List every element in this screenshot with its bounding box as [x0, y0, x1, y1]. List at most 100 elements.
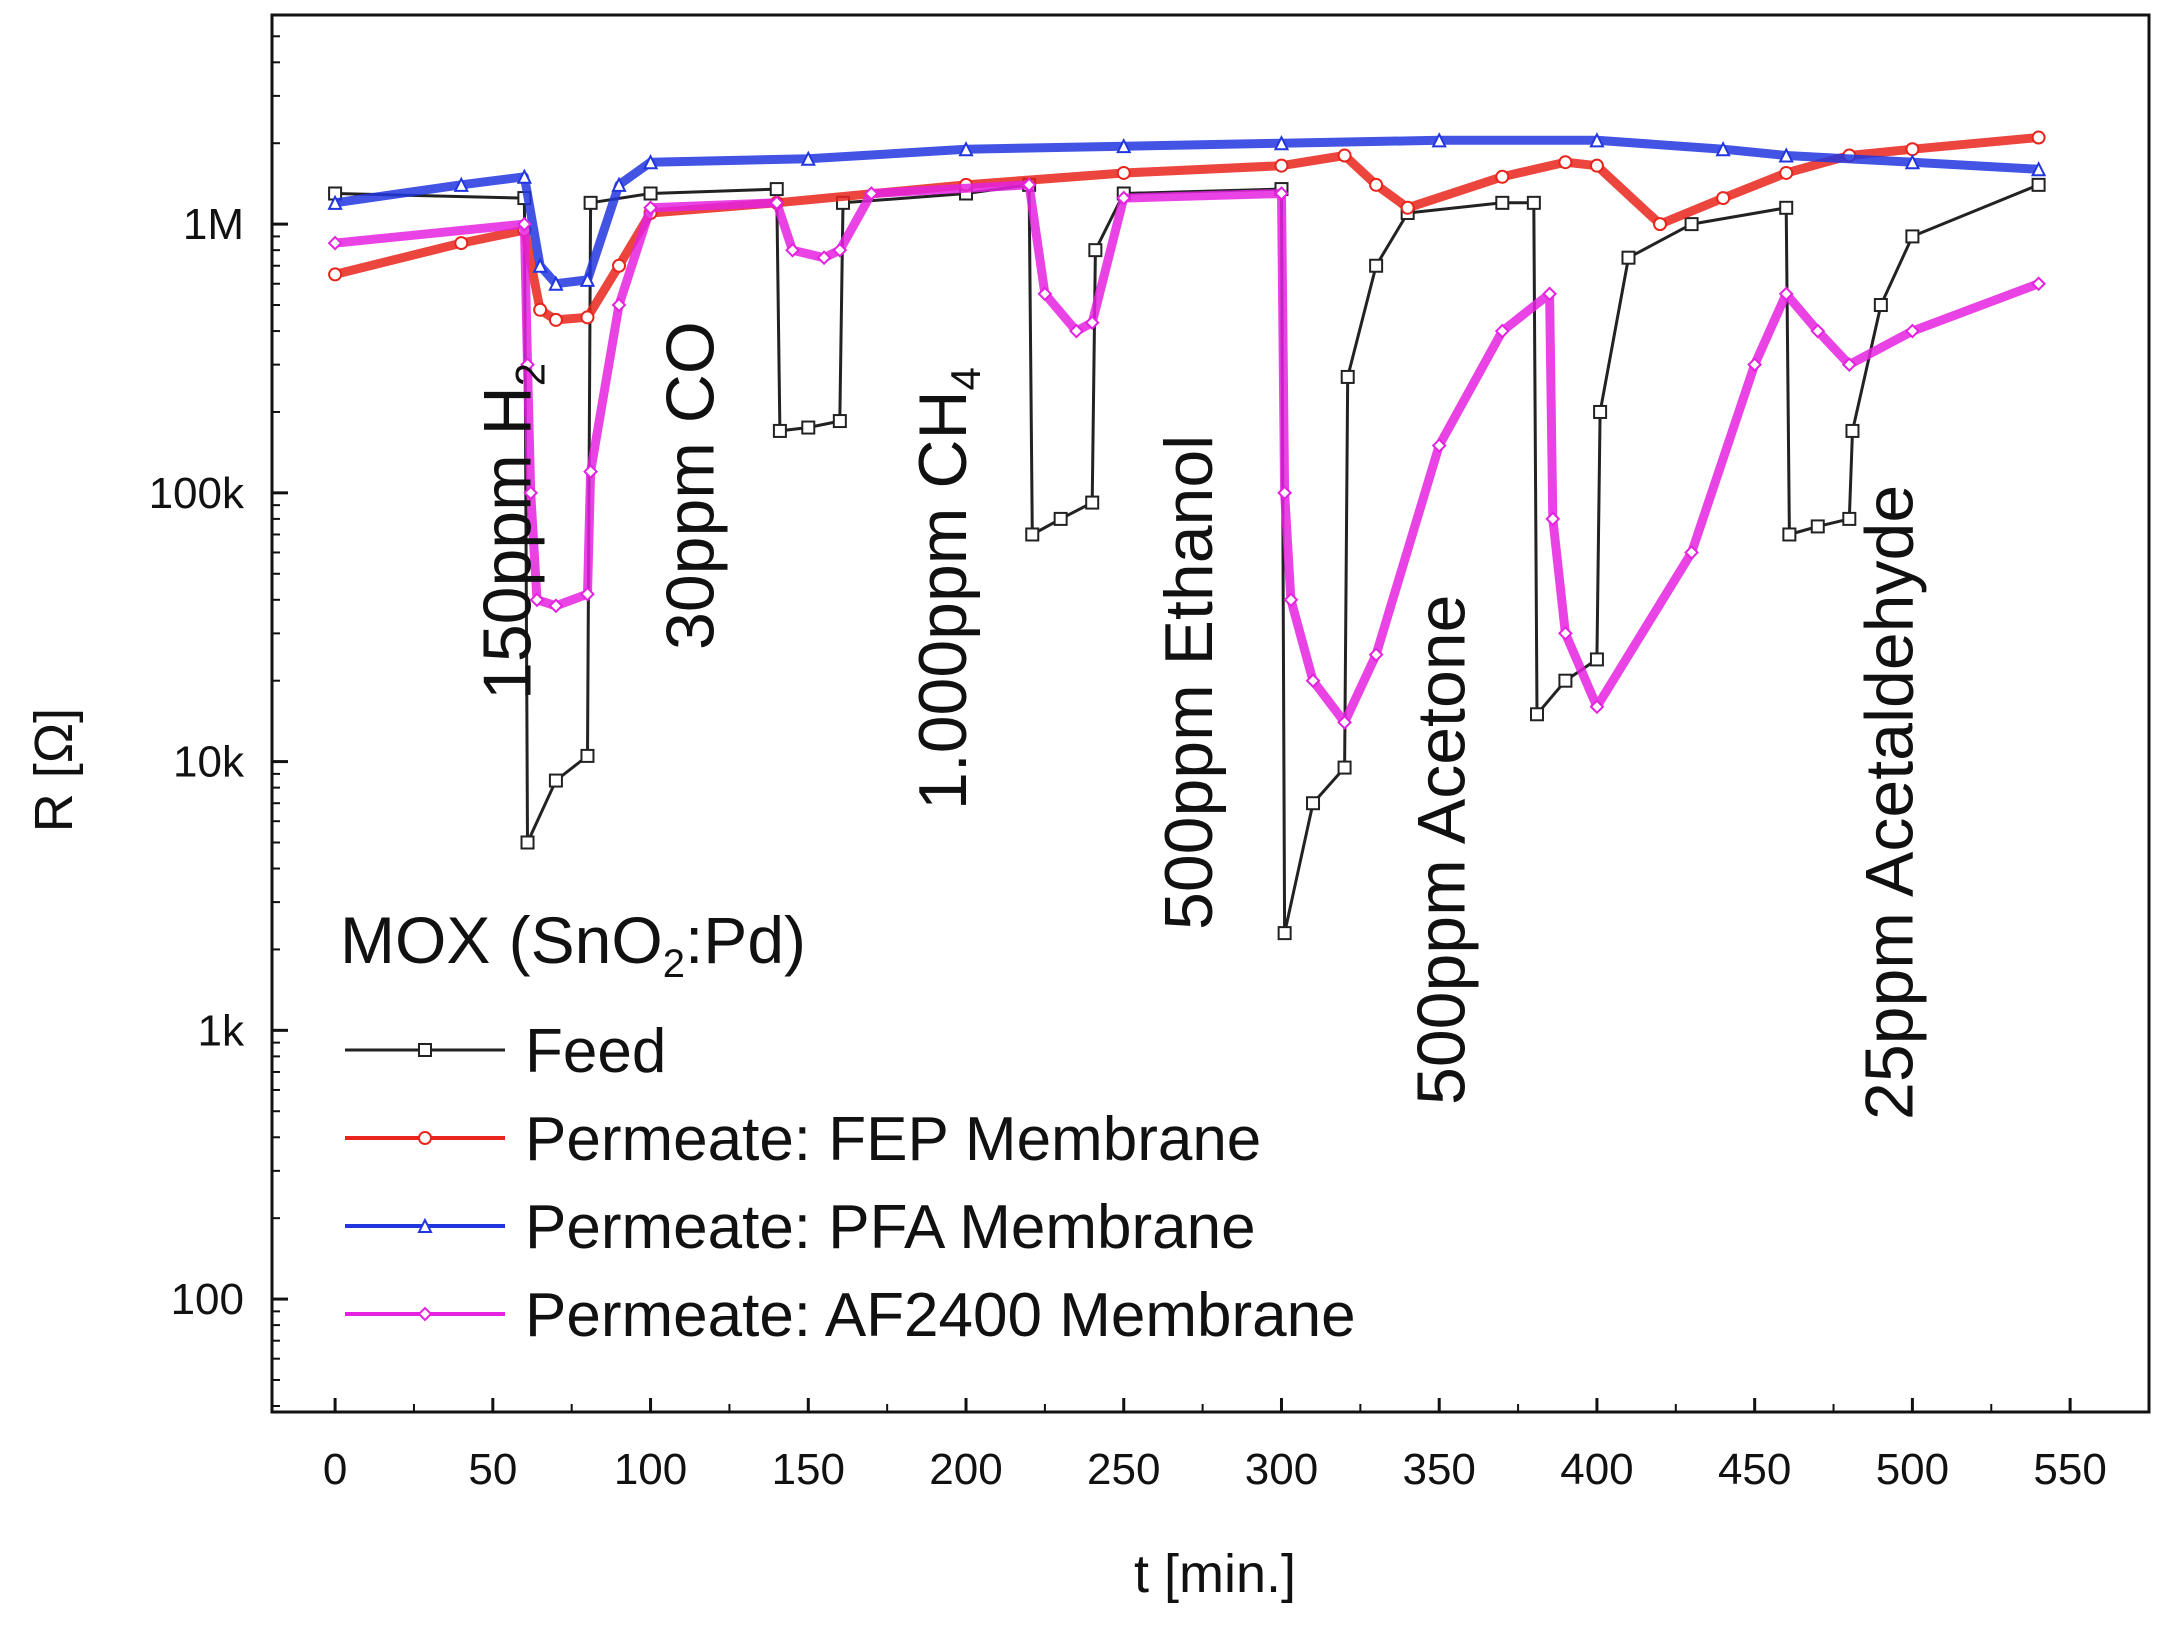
data-point [533, 302, 548, 317]
data-point [548, 773, 563, 788]
x-tick-label: 350 [1402, 1445, 1475, 1494]
legend-marker [418, 1131, 432, 1145]
data-point [328, 267, 343, 282]
data-point [1841, 357, 1857, 373]
data-point [785, 242, 800, 258]
data-point [832, 414, 847, 429]
data-point [1810, 519, 1825, 534]
data-point [1845, 423, 1860, 438]
annotation-label: 500ppm Ethanol [1151, 435, 1227, 930]
data-point [523, 485, 539, 501]
data-point [1340, 369, 1355, 384]
data-point [1085, 495, 1100, 510]
legend-marker [418, 1043, 432, 1057]
data-point [1021, 177, 1037, 193]
legend-title-end: :Pd) [685, 903, 806, 977]
series-4 [327, 177, 2047, 730]
legend-marker [417, 1217, 433, 1233]
annotation-label: 500ppm Acetone [1403, 595, 1479, 1105]
x-tick-label: 550 [2033, 1445, 2106, 1494]
data-point [2031, 130, 2046, 145]
data-point [1116, 165, 1131, 180]
annotation-main: 25ppm Acetaldehyde [1851, 485, 1927, 1120]
annotation-main: 30ppm CO [653, 321, 729, 650]
data-point [579, 271, 596, 287]
data-point [1431, 438, 1447, 453]
data-point [1593, 404, 1608, 419]
data-point [327, 194, 343, 210]
data-point [1084, 315, 1100, 331]
data-point [1400, 200, 1415, 215]
tick-layer: 0 50 100 150 200 250 300 350 400 450 500 550 100 1k 10… [149, 14, 2107, 1494]
x-tick-label: 450 [1718, 1445, 1791, 1494]
series-2 [328, 130, 2046, 327]
data-point [1494, 323, 1510, 339]
data-point [548, 275, 564, 291]
data-point [1653, 217, 1668, 232]
data-point [548, 312, 563, 327]
data-point [1337, 148, 1352, 163]
x-tick-label: 0 [323, 1445, 347, 1494]
data-point [1747, 357, 1763, 373]
data-point [1088, 243, 1103, 258]
data-point [1715, 140, 1731, 157]
legend-items: Feed Permeate: FEP Membrane Permeate: PFA … [345, 1017, 1356, 1350]
x-tick-label: 150 [772, 1445, 845, 1494]
data-point [1116, 190, 1132, 206]
data-point [2030, 161, 2047, 177]
data-point [583, 195, 598, 210]
annotation-main: 1.000ppm CH [905, 390, 981, 810]
annotation-label: 150ppm H2 [470, 363, 554, 700]
data-point [1369, 177, 1384, 192]
annotation-main: 500ppm Acetone [1403, 595, 1479, 1105]
data-point [532, 257, 548, 273]
x-tick-label: 100 [614, 1445, 687, 1494]
legend-title: MOX (SnO2:Pd) [340, 903, 806, 986]
data-point [580, 748, 595, 763]
legend-label: Permeate: PFA Membrane [525, 1193, 1256, 1262]
data-point [1545, 511, 1561, 527]
data-point [1542, 286, 1558, 302]
annotation-subscript: 4 [942, 367, 989, 390]
data-point [816, 250, 832, 266]
data-point [1621, 250, 1636, 265]
data-point [769, 195, 785, 211]
data-point [800, 150, 816, 166]
data-point [1558, 673, 1573, 688]
data-point [1589, 132, 1605, 148]
data-point [769, 182, 784, 197]
data-point [1337, 714, 1352, 730]
series-line [334, 135, 2039, 289]
data-point [1842, 511, 1857, 526]
data-point [801, 420, 816, 435]
data-point [1782, 527, 1797, 542]
data-point [1369, 258, 1384, 273]
data-point [611, 176, 627, 192]
x-axis-title: t [min.] [1134, 1544, 1296, 1604]
annotation-label: 30ppm CO [653, 321, 729, 650]
y-axis-title: R [Ω] [24, 708, 84, 832]
data-point [642, 153, 659, 170]
data-point [772, 423, 787, 438]
data-point [580, 586, 595, 602]
data-point [1778, 286, 1794, 302]
data-point [1495, 195, 1510, 210]
data-point [958, 140, 974, 157]
series-layer [327, 130, 2047, 941]
data-point [1305, 673, 1321, 689]
annotation-label: 1.000ppm CH4 [905, 367, 989, 810]
legend-label: Permeate: FEP Membrane [525, 1105, 1261, 1174]
data-point [1116, 137, 1132, 154]
y-tick-label: 100 [171, 1275, 244, 1324]
data-point [1431, 132, 1447, 148]
legend-title-main: MOX (SnO [340, 903, 663, 977]
data-point [1273, 134, 1290, 151]
data-point [516, 216, 532, 232]
annotation-label: 25ppm Acetaldehyde [1851, 485, 1927, 1120]
annotation-main: 150ppm H [470, 386, 546, 700]
data-point [1368, 647, 1384, 663]
legend-marker [417, 1306, 433, 1322]
annotation-subscript: 2 [507, 363, 554, 386]
data-point [1306, 796, 1321, 811]
data-point [832, 242, 848, 258]
